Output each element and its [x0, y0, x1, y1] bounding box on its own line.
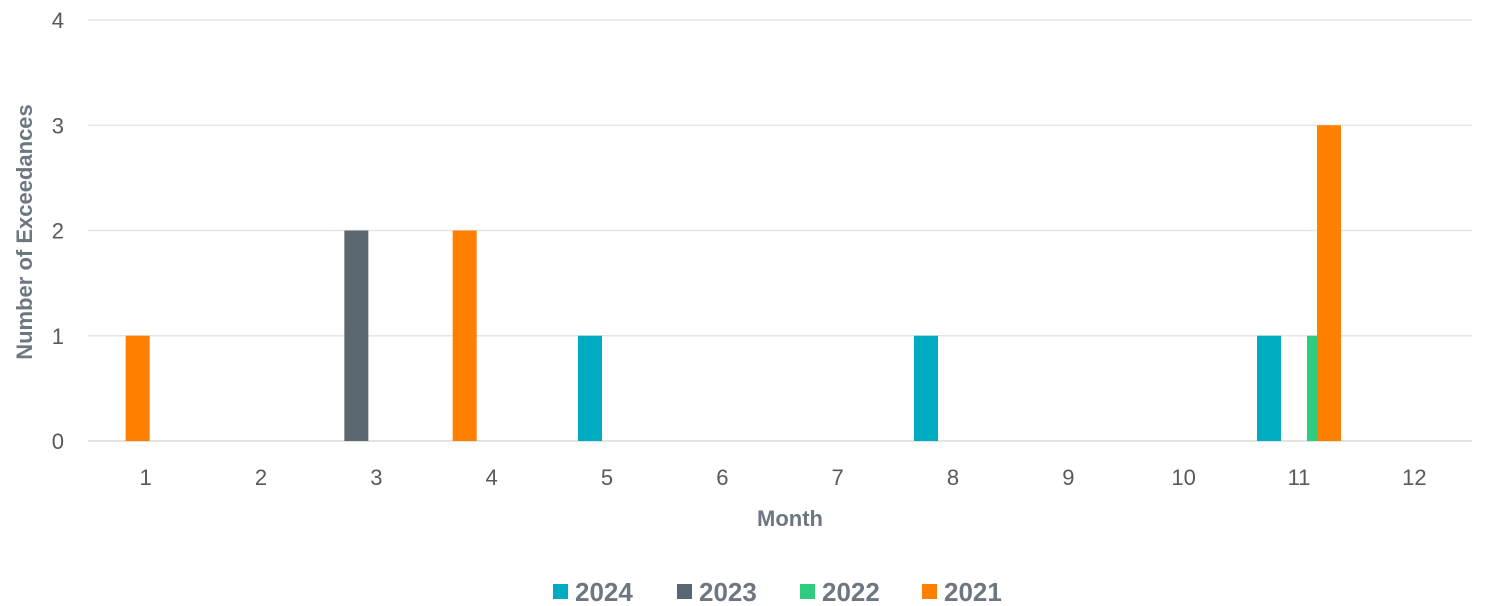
- bar-2024-month-8: [914, 335, 938, 441]
- bars: [125, 125, 1341, 441]
- y-tick-label: 0: [52, 429, 64, 454]
- legend: 2024 2023 2022 2021: [553, 577, 1002, 606]
- x-tick-label: 10: [1171, 465, 1195, 490]
- legend-label-2021: 2021: [944, 577, 1002, 606]
- x-tick-label: 2: [255, 465, 267, 490]
- x-tick-label: 1: [140, 465, 152, 490]
- y-tick-label: 2: [52, 219, 64, 244]
- x-tick-label: 12: [1402, 465, 1426, 490]
- x-tick-label: 4: [486, 465, 498, 490]
- bar-2021-month-1: [125, 335, 150, 441]
- bar-2023-month-3: [344, 230, 369, 441]
- legend-swatch-2024: [553, 584, 568, 599]
- y-axis-title: Number of Exceedances: [12, 104, 37, 360]
- y-tick-label: 3: [52, 113, 64, 138]
- x-axis-ticks: 1 2 3 4 5 6 7 8 9 10 11 12: [140, 465, 1427, 490]
- legend-swatch-2021: [922, 584, 937, 599]
- y-axis-ticks: 0 1 2 3 4: [52, 8, 64, 454]
- x-tick-label: 9: [1062, 465, 1074, 490]
- x-tick-label: 3: [370, 465, 382, 490]
- bar-2024-month-5: [578, 335, 602, 441]
- y-tick-label: 4: [52, 8, 64, 33]
- x-tick-label: 11: [1288, 465, 1311, 490]
- legend-label-2023: 2023: [699, 577, 757, 606]
- x-tick-label: 5: [601, 465, 613, 490]
- bar-2024-month-11: [1257, 335, 1281, 441]
- legend-swatch-2023: [677, 584, 692, 599]
- gridlines: [88, 19, 1472, 442]
- x-tick-label: 6: [716, 465, 728, 490]
- bar-2021-month-11: [1317, 125, 1341, 441]
- x-axis-title: Month: [757, 506, 823, 531]
- legend-label-2022: 2022: [822, 577, 880, 606]
- x-tick-label: 8: [947, 465, 959, 490]
- legend-label-2024: 2024: [575, 577, 633, 606]
- x-tick-label: 7: [832, 465, 844, 490]
- y-tick-label: 1: [52, 324, 64, 349]
- legend-swatch-2022: [800, 584, 815, 599]
- bar-2021-month-4: [452, 230, 477, 441]
